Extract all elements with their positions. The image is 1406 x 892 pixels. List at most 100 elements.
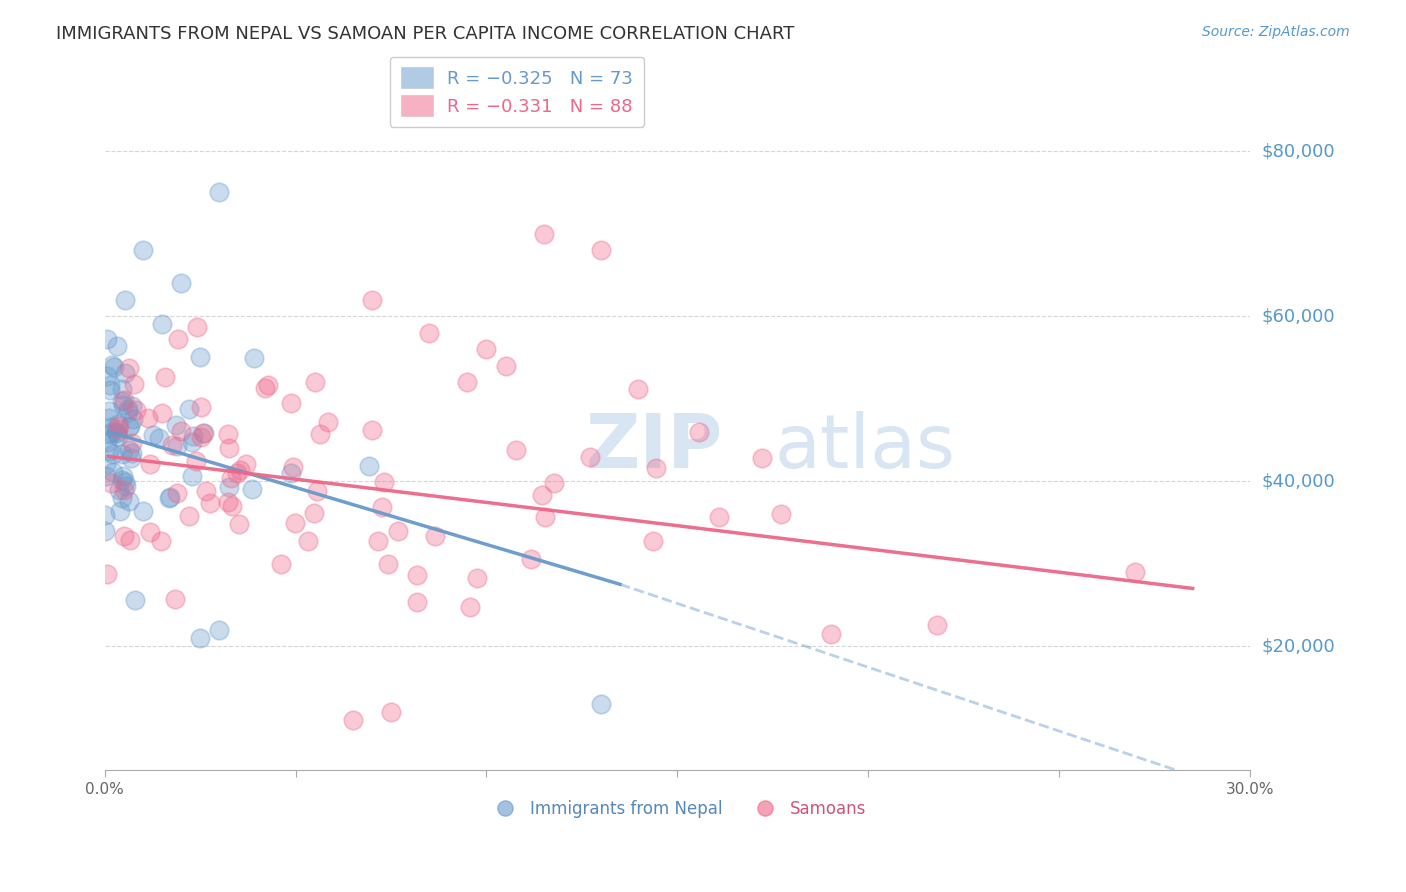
Point: [217, 427, 239, 442]
Point: [136, 411, 159, 425]
Point: [159, 490, 181, 504]
Point: [377, 557, 399, 571]
Point: [495, 359, 517, 373]
Point: [645, 460, 668, 475]
Point: [284, 516, 307, 530]
Point: [228, 462, 250, 476]
Point: [96, 457, 118, 471]
Point: [142, 428, 165, 442]
Point: [101, 465, 124, 479]
Point: [297, 534, 319, 549]
Point: [98, 383, 121, 397]
Point: [162, 438, 184, 452]
Point: [534, 510, 557, 524]
Point: [120, 533, 142, 547]
Point: [166, 486, 188, 500]
Point: [530, 488, 553, 502]
Point: [111, 491, 134, 505]
Text: atlas: atlas: [775, 411, 956, 483]
Point: [281, 460, 304, 475]
Point: [103, 447, 125, 461]
Point: [190, 430, 212, 444]
Point: [111, 398, 134, 412]
Point: [181, 468, 204, 483]
Point: [139, 457, 162, 471]
Point: [626, 382, 648, 396]
Point: [218, 480, 240, 494]
Point: [309, 427, 332, 442]
Point: [709, 509, 731, 524]
Point: [112, 392, 135, 407]
Point: [456, 375, 478, 389]
Point: [280, 466, 302, 480]
Point: [170, 276, 193, 290]
Point: [927, 617, 949, 632]
Point: [188, 351, 211, 365]
Point: [121, 399, 143, 413]
Point: [180, 435, 202, 450]
Point: [589, 243, 612, 257]
Point: [150, 318, 173, 332]
Point: [170, 425, 193, 439]
Point: [361, 293, 384, 307]
Text: $40,000: $40,000: [1261, 472, 1334, 490]
Point: [157, 491, 180, 505]
Point: [188, 631, 211, 645]
Point: [103, 360, 125, 375]
Text: $60,000: $60,000: [1261, 307, 1334, 325]
Point: [184, 454, 207, 468]
Point: [181, 429, 204, 443]
Point: [148, 431, 170, 445]
Point: [257, 377, 280, 392]
Point: [357, 458, 380, 473]
Point: [641, 533, 664, 548]
Point: [302, 506, 325, 520]
Point: [117, 405, 139, 419]
Point: [195, 484, 218, 499]
Point: [96, 369, 118, 384]
Point: [105, 339, 128, 353]
Point: [520, 552, 543, 566]
Point: [243, 351, 266, 366]
Point: [96, 567, 118, 582]
Point: [150, 406, 173, 420]
Point: [96, 332, 118, 346]
Point: [342, 714, 364, 728]
Point: [191, 425, 214, 440]
Point: [150, 533, 173, 548]
Point: [198, 496, 221, 510]
Point: [387, 524, 409, 538]
Point: [155, 370, 177, 384]
Point: [361, 423, 384, 437]
Point: [367, 533, 389, 548]
Point: [305, 484, 328, 499]
Point: [120, 418, 142, 433]
Point: [94, 469, 117, 483]
Point: [112, 529, 135, 543]
Point: [101, 358, 124, 372]
Point: [380, 705, 402, 719]
Point: [425, 529, 447, 543]
Point: [1125, 565, 1147, 579]
Point: [218, 441, 240, 455]
Point: [114, 293, 136, 307]
Point: [110, 447, 132, 461]
Point: [105, 425, 128, 439]
Point: [505, 442, 527, 457]
Point: [543, 476, 565, 491]
Text: $80,000: $80,000: [1261, 142, 1334, 160]
Point: [122, 411, 145, 425]
Text: IMMIGRANTS FROM NEPAL VS SAMOAN PER CAPITA INCOME CORRELATION CHART: IMMIGRANTS FROM NEPAL VS SAMOAN PER CAPI…: [56, 25, 794, 43]
Point: [98, 444, 121, 458]
Point: [235, 457, 257, 471]
Point: [98, 426, 121, 441]
Point: [108, 504, 131, 518]
Point: [770, 507, 793, 521]
Point: [94, 508, 117, 522]
Point: [253, 381, 276, 395]
Point: [108, 483, 131, 497]
Point: [111, 473, 134, 487]
Point: [97, 404, 120, 418]
Point: [107, 425, 129, 440]
Point: [240, 482, 263, 496]
